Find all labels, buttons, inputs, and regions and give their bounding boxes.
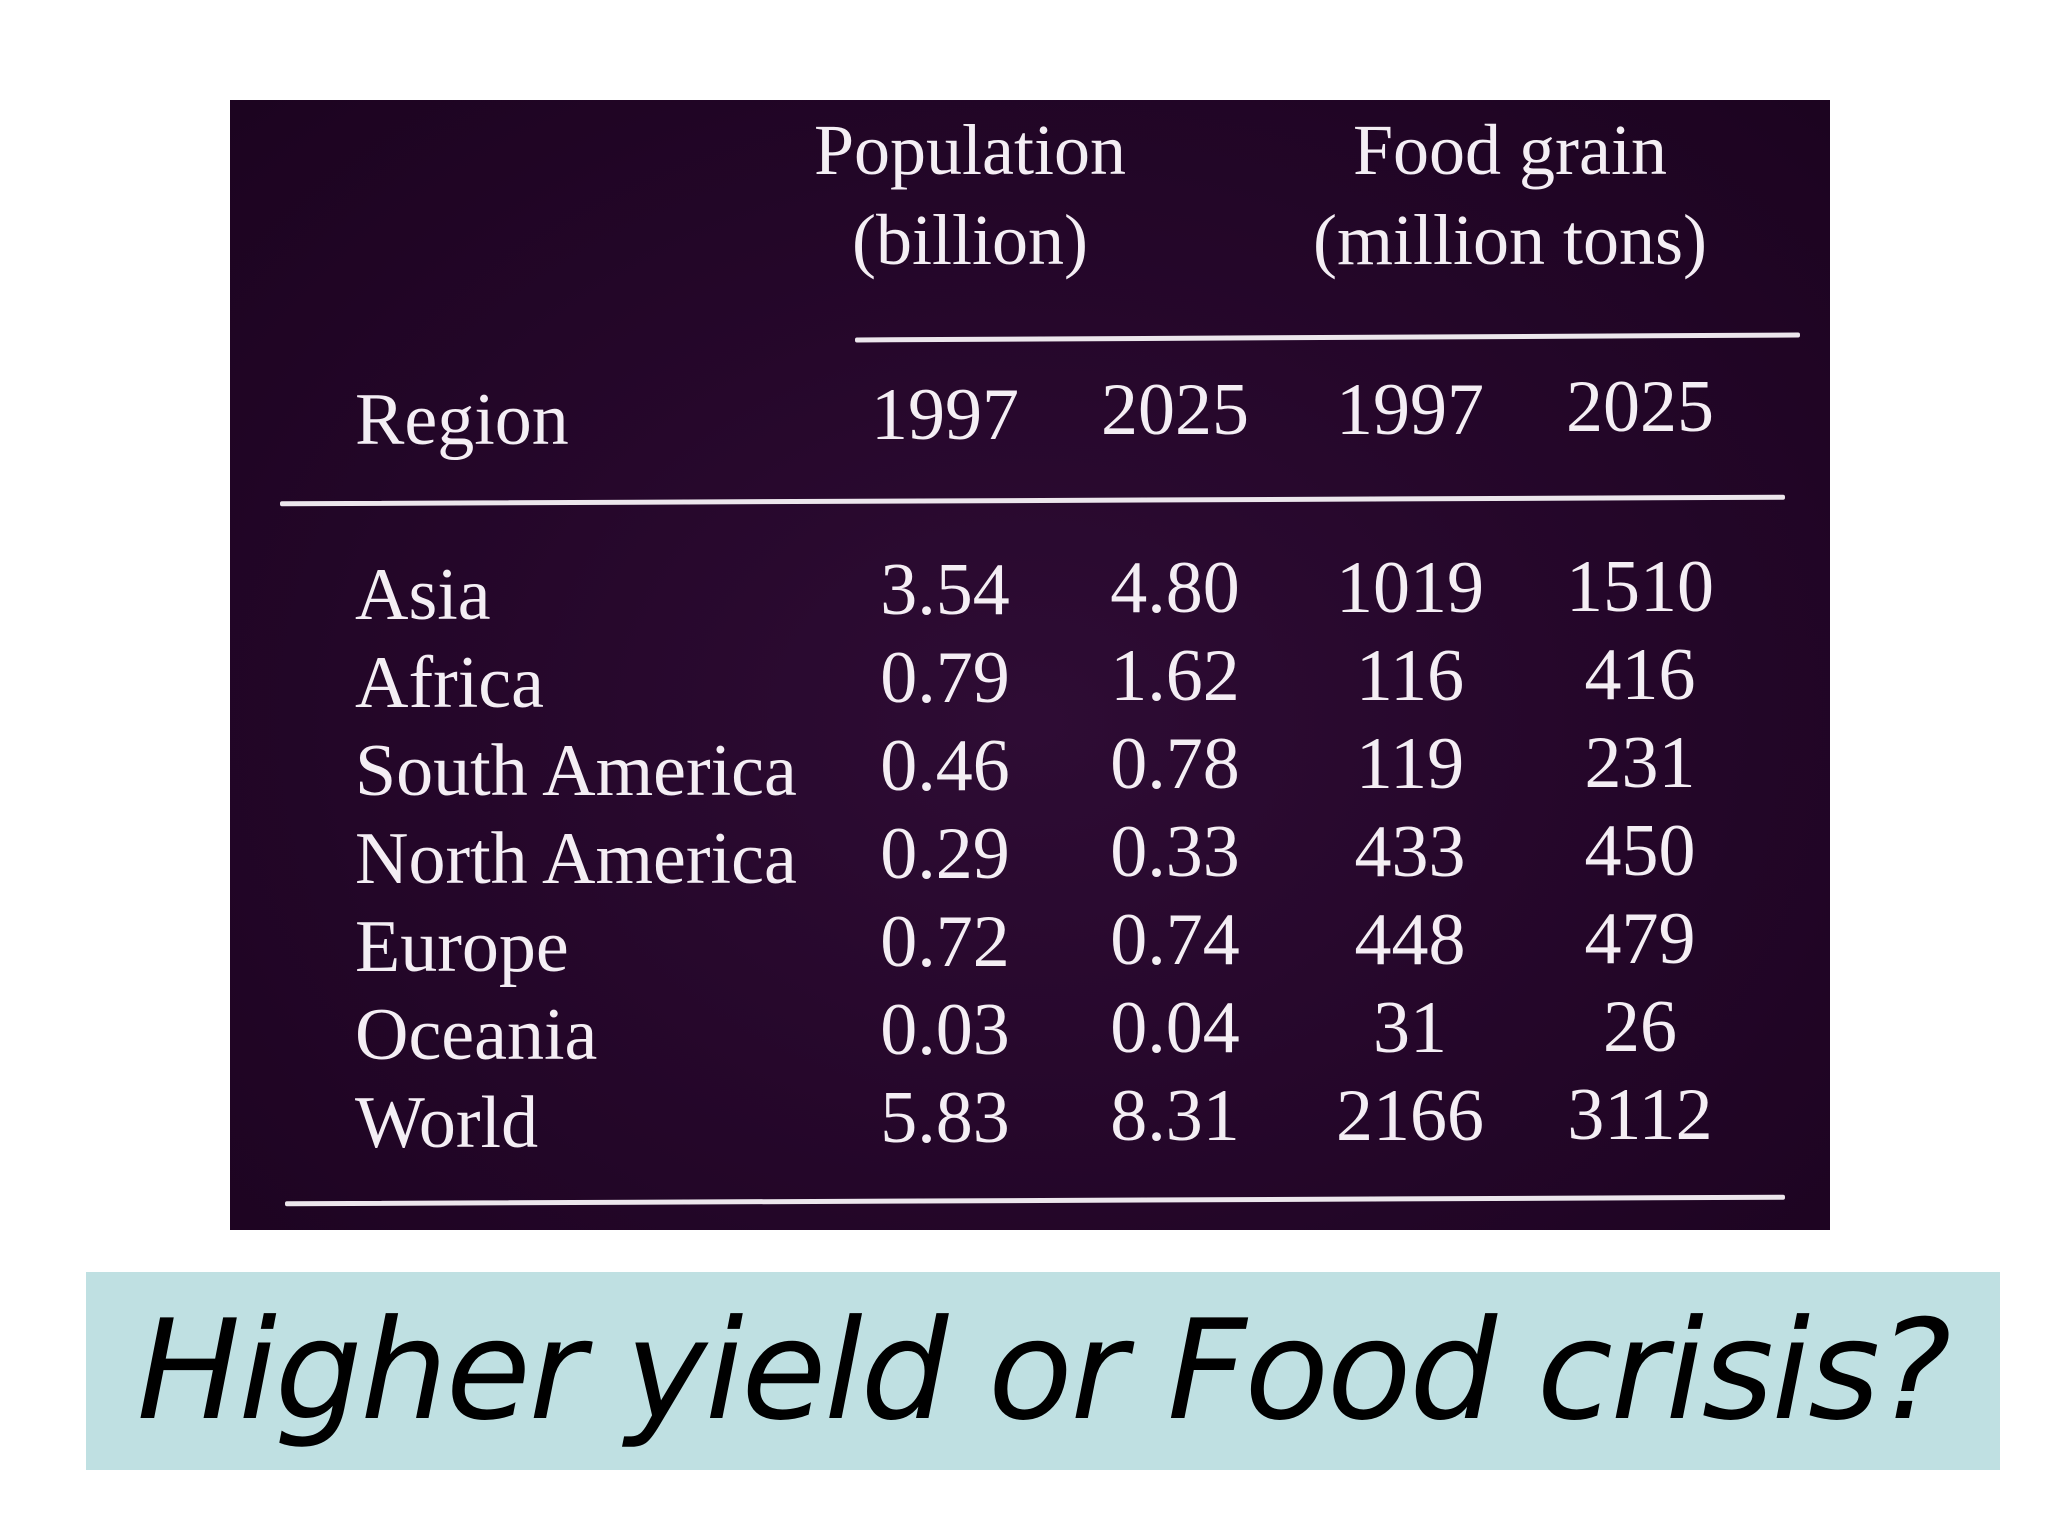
row-food-grain-2025-cell: 3112 — [1567, 1074, 1713, 1156]
data-table-panel: Population (billion) Food grain (million… — [230, 100, 1830, 1230]
row-food-grain-2025-cell: 26 — [1603, 986, 1677, 1068]
population-2025-column-header: 2025 — [1101, 369, 1249, 451]
food-grain-group-header: Food grain (million tons) — [1310, 105, 1710, 285]
row-population-1997-cell: 0.46 — [880, 725, 1010, 807]
row-region-cell: Asia — [355, 554, 491, 636]
row-food-grain-2025-cell: 1510 — [1566, 546, 1714, 628]
region-column-header: Region — [355, 379, 569, 461]
row-food-grain-1997-cell: 433 — [1354, 811, 1466, 893]
row-food-grain-2025-cell: 231 — [1584, 722, 1696, 804]
row-population-1997-cell: 0.79 — [880, 637, 1010, 719]
row-population-1997-cell: 0.72 — [880, 901, 1010, 983]
row-population-2025-cell: 1.62 — [1110, 635, 1240, 717]
row-population-1997-cell: 0.29 — [880, 813, 1010, 895]
row-region-cell: Europe — [355, 906, 569, 988]
food-grain-header-line2: (million tons) — [1313, 200, 1707, 280]
row-food-grain-2025-cell: 416 — [1584, 634, 1696, 716]
row-population-2025-cell: 0.04 — [1110, 987, 1240, 1069]
caption-text: Higher yield or Food crisis? — [136, 1290, 1951, 1451]
food-grain-2025-column-header: 2025 — [1566, 366, 1714, 448]
row-food-grain-1997-cell: 1019 — [1336, 547, 1484, 629]
row-population-2025-cell: 0.78 — [1110, 723, 1240, 805]
row-food-grain-2025-cell: 479 — [1584, 898, 1696, 980]
row-region-cell: North America — [355, 818, 797, 900]
food-grain-header-line1: Food grain — [1353, 110, 1667, 190]
row-region-cell: South America — [355, 730, 797, 812]
row-population-1997-cell: 3.54 — [880, 549, 1010, 631]
row-population-2025-cell: 0.33 — [1110, 811, 1240, 893]
row-population-2025-cell: 8.31 — [1110, 1075, 1240, 1157]
group-header-rule — [854, 332, 1801, 343]
population-group-header: Population (billion) — [810, 105, 1130, 285]
row-food-grain-1997-cell: 2166 — [1336, 1075, 1484, 1157]
population-1997-column-header: 1997 — [871, 374, 1019, 456]
row-region-cell: Africa — [355, 642, 544, 724]
food-grain-1997-column-header: 1997 — [1336, 369, 1484, 451]
row-region-cell: Oceania — [355, 994, 598, 1076]
row-food-grain-1997-cell: 116 — [1355, 635, 1465, 717]
row-food-grain-1997-cell: 119 — [1355, 723, 1465, 805]
row-population-2025-cell: 0.74 — [1110, 899, 1240, 981]
table-bottom-rule — [284, 1194, 1786, 1207]
row-food-grain-1997-cell: 448 — [1354, 899, 1466, 981]
row-population-1997-cell: 0.03 — [880, 989, 1010, 1071]
caption-bar: Higher yield or Food crisis? — [86, 1272, 2000, 1470]
row-population-1997-cell: 5.83 — [880, 1077, 1010, 1159]
row-region-cell: World — [355, 1082, 539, 1164]
column-header-rule — [279, 494, 1786, 507]
population-header-line2: (billion) — [852, 200, 1088, 280]
row-population-2025-cell: 4.80 — [1110, 547, 1240, 629]
row-food-grain-1997-cell: 31 — [1373, 987, 1447, 1069]
row-food-grain-2025-cell: 450 — [1584, 810, 1696, 892]
population-header-line1: Population — [813, 110, 1126, 190]
